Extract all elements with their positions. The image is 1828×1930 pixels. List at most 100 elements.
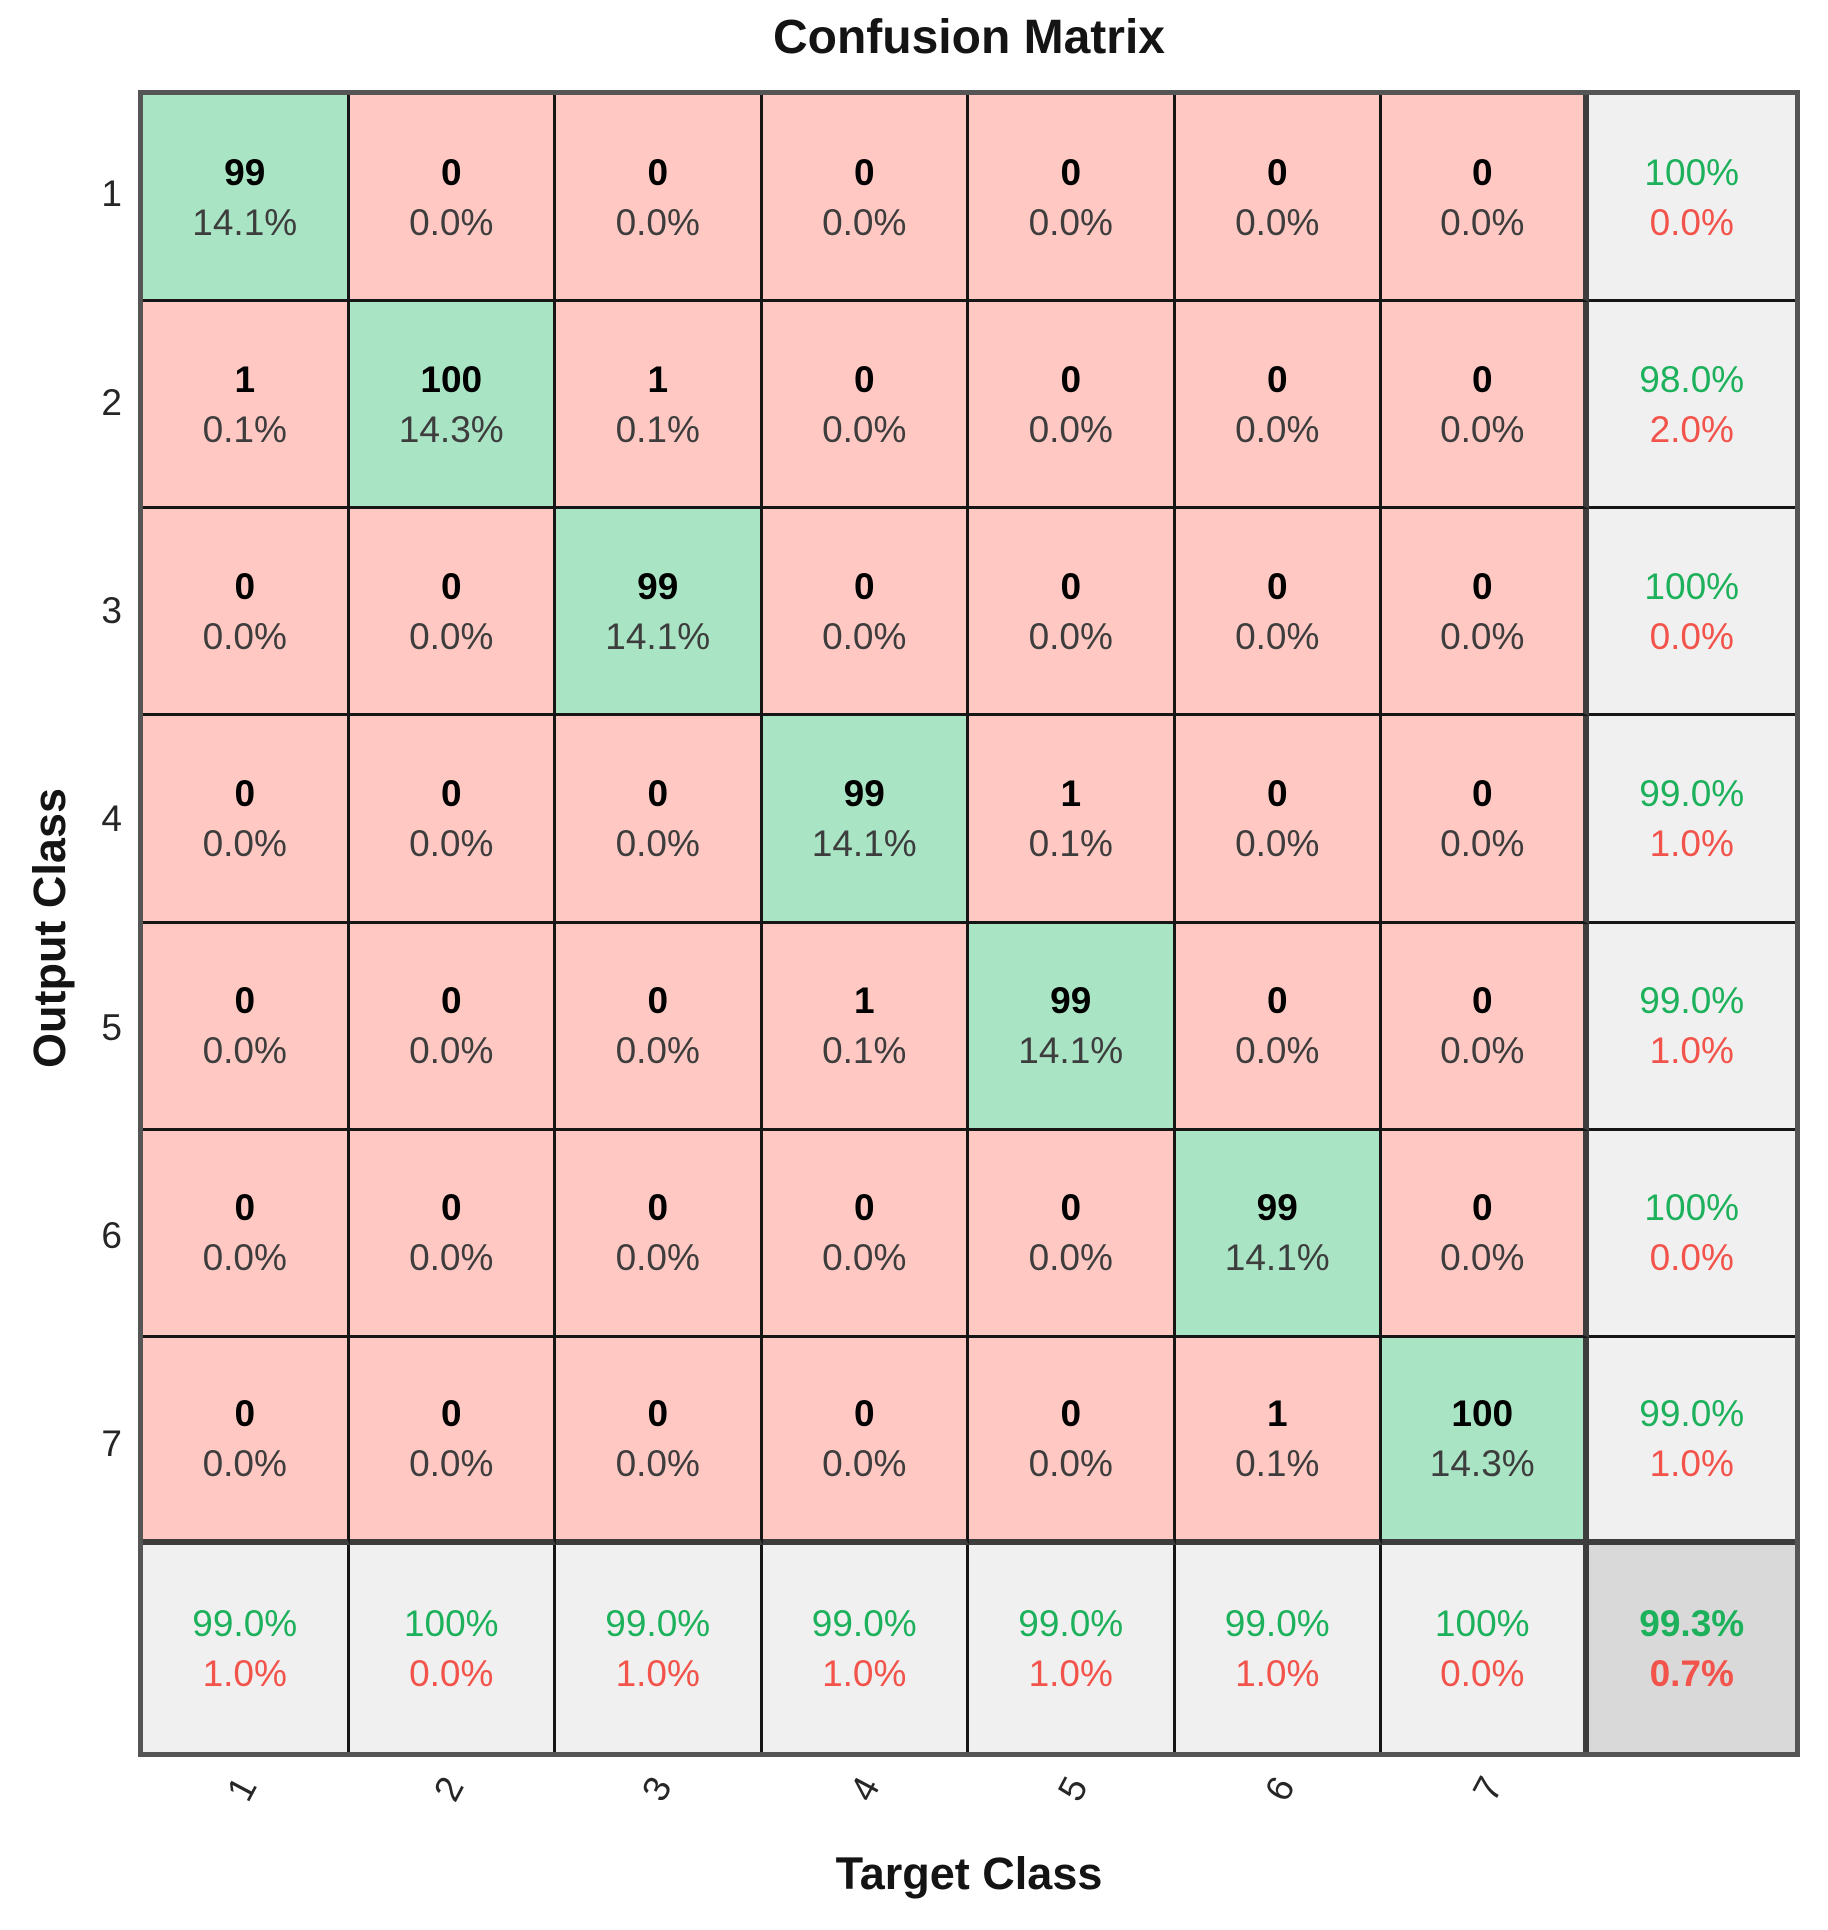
matrix-cell: 0 0.0% [1175, 509, 1382, 717]
x-tick-digit: 6 [1257, 1770, 1304, 1808]
summary-bad-percent: 2.0% [1649, 408, 1734, 450]
cell-count: 0 [647, 772, 669, 814]
cell-count: 0 [234, 1392, 256, 1434]
x-tick-digit: 5 [1049, 1770, 1096, 1808]
cell-percent: 0.0% [1235, 822, 1320, 864]
matrix-cell: 1 0.1% [556, 302, 763, 510]
cell-percent: 0.0% [409, 201, 494, 243]
cell-count: 0 [234, 980, 256, 1022]
x-tick-label: 2 [346, 1768, 554, 1858]
matrix-cell: 0 0.0% [1382, 509, 1589, 717]
cell-percent: 0.1% [822, 1030, 907, 1072]
cell-percent: 0.0% [1440, 1030, 1525, 1072]
x-tick-digit: 7 [1464, 1770, 1511, 1808]
cell-count: 0 [1266, 565, 1288, 607]
y-tick-label: 4 [101, 798, 122, 840]
cell-count: 0 [1471, 980, 1493, 1022]
matrix-cell: 99 14.1% [762, 716, 969, 924]
summary-bad-percent: 0.0% [1649, 1237, 1734, 1279]
cell-percent: 14.1% [1018, 1030, 1124, 1072]
cell-percent: 0.0% [615, 822, 700, 864]
summary-bad-percent: 0.0% [1649, 615, 1734, 657]
summary-good-percent: 100% [1434, 1602, 1530, 1644]
cell-percent: 0.0% [1235, 408, 1320, 450]
matrix-cell: 0 0.0% [143, 509, 350, 717]
matrix-cell: 0 0.0% [349, 95, 556, 303]
cell-count: 0 [440, 980, 462, 1022]
matrix-cell: 0 0.0% [1175, 923, 1382, 1131]
cell-percent: 0.0% [409, 1237, 494, 1279]
cell-percent: 0.0% [409, 615, 494, 657]
cell-count: 0 [1471, 772, 1493, 814]
y-tick-spacer [0, 1549, 122, 1757]
cell-percent: 0.0% [615, 201, 700, 243]
y-tick-label: 5 [101, 1006, 122, 1048]
cell-count: 0 [1471, 358, 1493, 400]
cell-percent: 0.0% [615, 1442, 700, 1484]
cell-count: 0 [1060, 565, 1082, 607]
cell-count: 0 [647, 151, 669, 193]
cell-count: 0 [853, 358, 875, 400]
x-tick-label: 6 [1177, 1768, 1385, 1858]
cell-count: 0 [1471, 1187, 1493, 1229]
summary-good-percent: 99.0% [605, 1602, 711, 1644]
col-summary-cell: 100% 0.0% [1382, 1544, 1589, 1752]
cell-count: 0 [1060, 1187, 1082, 1229]
matrix-cell: 0 0.0% [556, 1337, 763, 1545]
cell-count: 0 [234, 565, 256, 607]
cell-count: 99 [637, 565, 679, 607]
matrix-cell: 0 0.0% [969, 302, 1176, 510]
summary-bad-percent: 1.0% [1649, 1442, 1734, 1484]
matrix-cell: 99 14.1% [143, 95, 350, 303]
row-summary-cell: 99.0% 1.0% [1588, 716, 1795, 924]
matrix-cell: 0 0.0% [1382, 716, 1589, 924]
matrix-cell: 100 14.3% [1382, 1337, 1589, 1545]
summary-bad-percent: 0.0% [409, 1652, 494, 1694]
cell-percent: 0.0% [615, 1030, 700, 1072]
cell-percent: 0.0% [1235, 615, 1320, 657]
matrix-cell: 0 0.0% [969, 95, 1176, 303]
y-tick-label: 1 [101, 173, 122, 215]
matrix-cell: 0 0.0% [1382, 923, 1589, 1131]
col-summary-cell: 100% 0.0% [349, 1544, 556, 1752]
matrix-cell: 0 0.0% [969, 509, 1176, 717]
cell-count: 0 [440, 1187, 462, 1229]
matrix-cell: 1 0.1% [969, 716, 1176, 924]
cell-percent: 0.0% [822, 615, 907, 657]
cell-count: 0 [234, 772, 256, 814]
summary-bad-percent: 0.0% [1649, 201, 1734, 243]
cell-percent: 0.0% [202, 1237, 287, 1279]
cell-count: 1 [647, 358, 669, 400]
matrix-cell: 0 0.0% [762, 95, 969, 303]
summary-good-percent: 99.0% [1018, 1602, 1124, 1644]
x-axis-label: Target Class [835, 1848, 1103, 1899]
cell-count: 0 [853, 1392, 875, 1434]
cell-percent: 14.1% [605, 615, 711, 657]
matrix-cell: 0 0.0% [1175, 95, 1382, 303]
x-tick-label: 4 [761, 1768, 969, 1858]
total-accuracy-cell: 99.3% 0.7% [1588, 1544, 1795, 1752]
cell-percent: 0.0% [1235, 201, 1320, 243]
cell-count: 100 [1451, 1392, 1514, 1434]
matrix-cell: 0 0.0% [143, 716, 350, 924]
summary-good-percent: 100% [1644, 1187, 1740, 1229]
row-summary-cell: 100% 0.0% [1588, 509, 1795, 717]
summary-bad-percent: 1.0% [615, 1652, 700, 1694]
cell-count: 0 [647, 1392, 669, 1434]
cell-percent: 0.0% [822, 201, 907, 243]
matrix-cell: 0 0.0% [1382, 95, 1589, 303]
matrix-cell: 1 0.1% [143, 302, 350, 510]
summary-good-percent: 99.0% [1639, 980, 1745, 1022]
matrix-cell: 0 0.0% [349, 1337, 556, 1545]
matrix-cell: 0 0.0% [762, 1130, 969, 1338]
summary-bad-percent: 1.0% [822, 1652, 907, 1694]
summary-good-percent: 100% [403, 1602, 499, 1644]
summary-good-percent: 99.0% [1224, 1602, 1330, 1644]
matrix-cell: 0 0.0% [556, 923, 763, 1131]
matrix-cell: 0 0.0% [349, 509, 556, 717]
y-tick-label: 2 [101, 381, 122, 423]
matrix-cell: 0 0.0% [762, 509, 969, 717]
cell-count: 99 [1256, 1187, 1298, 1229]
col-summary-cell: 99.0% 1.0% [762, 1544, 969, 1752]
matrix-cell: 1 0.1% [1175, 1337, 1382, 1545]
